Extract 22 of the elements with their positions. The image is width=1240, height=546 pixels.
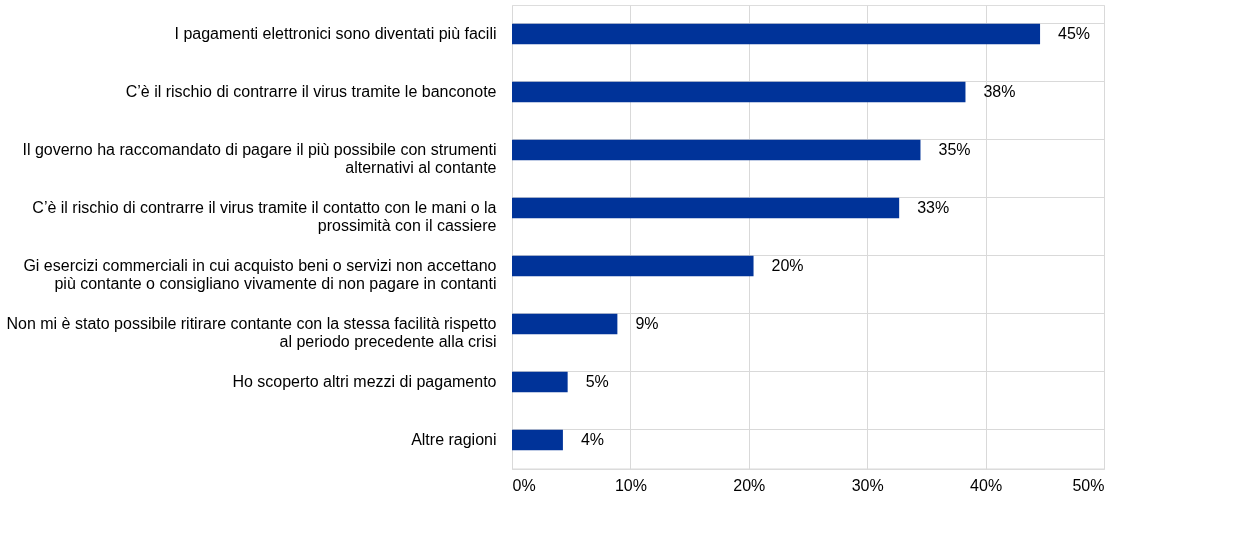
y-tick-label: C’è il rischio di contrarre il virus tramite il contatto con le mani o la prossimità con il cassiere xyxy=(32,199,497,234)
data-label: 38% xyxy=(983,83,1016,100)
data-label: 45% xyxy=(1058,25,1091,42)
y-tick-label: Gi esercizi commerciali in cui acquisto beni o servizi non accettano più contante o consigliano vivamente di non pagare in contanti xyxy=(23,257,497,292)
x-tick-label: 20% xyxy=(733,476,766,494)
x-tick-label: 30% xyxy=(851,476,884,494)
x-tick-label: 0% xyxy=(512,476,536,494)
y-tick-label: Il governo ha raccomandato di pagare il più possibile con strumenti alternativi al contante xyxy=(22,141,497,176)
y-tick-label: Non mi è stato possibile ritirare contante con la stessa facilità rispetto al periodo precedente alla crisi xyxy=(6,315,497,350)
data-label: 5% xyxy=(585,373,609,390)
data-label: 4% xyxy=(580,431,605,448)
data-label: 9% xyxy=(635,315,659,332)
data-label: 20% xyxy=(771,257,804,274)
y-tick-label: C’è il rischio di contrarre il virus tramite le banconote xyxy=(125,83,497,100)
y-tick-label: Ho scoperto altri mezzi di pagamento xyxy=(232,373,497,390)
x-tick-label: 10% xyxy=(614,476,647,494)
data-label: 33% xyxy=(917,199,950,216)
y-tick-label: Altre ragioni xyxy=(411,431,497,448)
data-label: 35% xyxy=(938,141,971,158)
y-tick-label: I pagamenti elettronici sono diventati più facili xyxy=(174,25,497,42)
x-tick-label: 50% xyxy=(1072,476,1105,494)
x-tick-label: 40% xyxy=(970,476,1003,494)
